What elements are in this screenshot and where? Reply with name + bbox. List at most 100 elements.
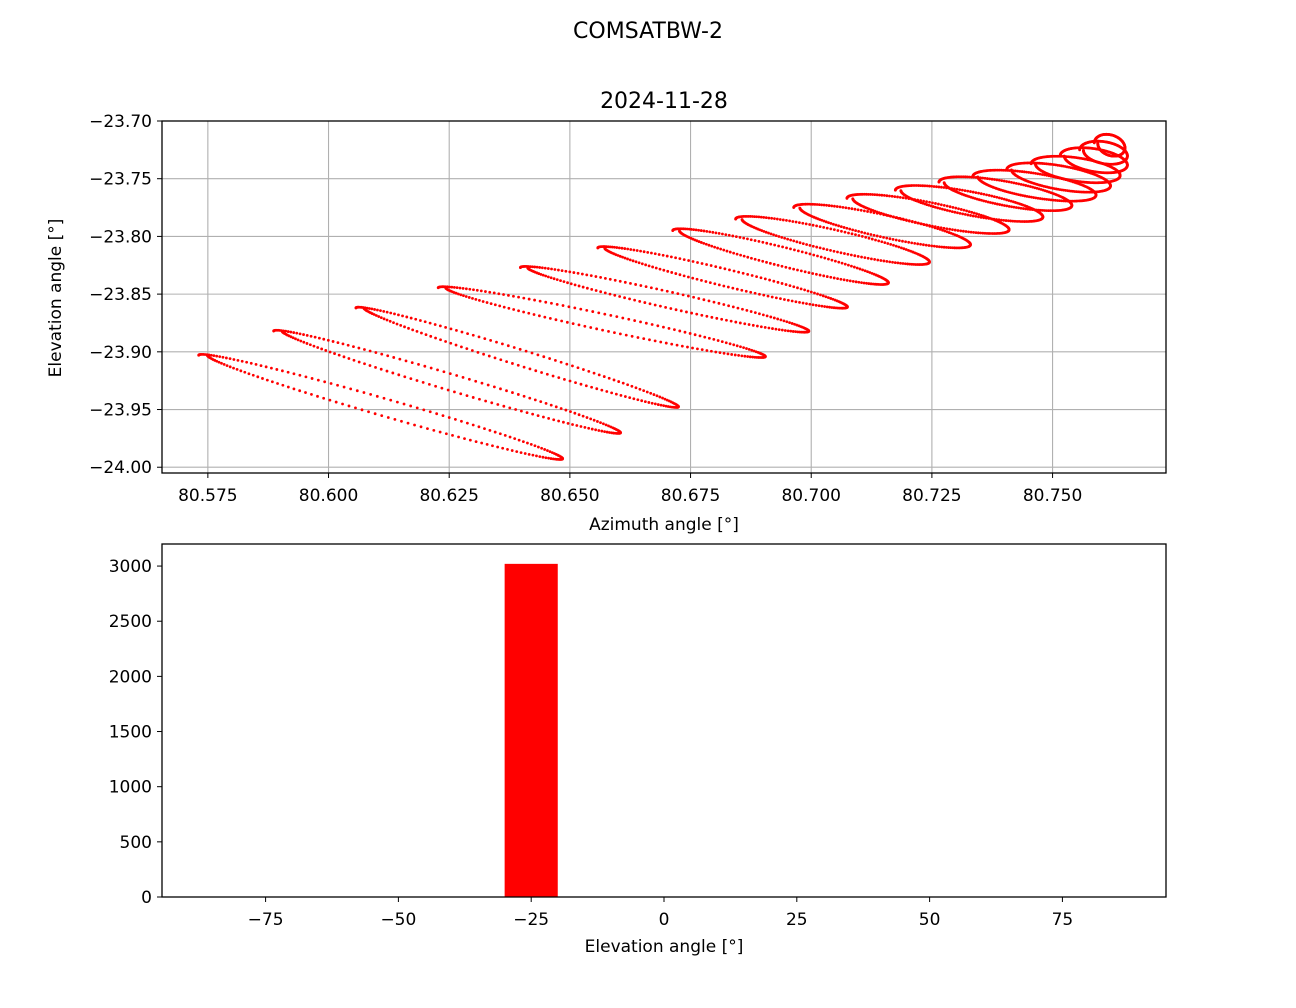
scatter-point (791, 220, 795, 223)
scatter-point (1005, 204, 1009, 208)
scatter-point (768, 278, 772, 282)
scatter-point (626, 247, 630, 251)
scatter-point (623, 296, 626, 300)
scatter-point (276, 382, 279, 385)
scatter-point (423, 320, 427, 324)
scatter-point (1038, 197, 1042, 200)
scatter-point (1038, 172, 1042, 176)
scatter-point (608, 292, 612, 296)
scatter-point (836, 250, 839, 254)
scatter-point (814, 303, 818, 307)
scatter-point (468, 438, 472, 442)
scatter-point (759, 215, 763, 219)
scatter-point (1007, 204, 1011, 208)
scatter-point (930, 224, 934, 228)
scatter-point (1020, 170, 1024, 173)
scatter-point (764, 216, 768, 220)
scatter-point (753, 215, 756, 219)
scatter-point (575, 424, 579, 427)
scatter-point (455, 329, 458, 332)
scatter-point (548, 317, 552, 320)
scatter-point (544, 456, 548, 460)
scatter-point (623, 256, 627, 260)
scatter-point (825, 305, 829, 309)
scatter-point (695, 312, 699, 316)
scatter-point (555, 303, 559, 306)
scatter-point (658, 395, 662, 399)
scatter-point (746, 237, 749, 241)
scatter-point (849, 253, 853, 257)
scatter-point (942, 203, 946, 207)
scatter-point (1035, 186, 1039, 190)
scatter-point (856, 208, 860, 212)
scatter-point (922, 243, 925, 247)
scatter-point (1000, 197, 1004, 200)
scatter-point (590, 427, 594, 431)
scatter-point (702, 241, 706, 245)
scatter-point (669, 255, 673, 259)
scatter-point (489, 338, 493, 342)
scatter-point (707, 243, 711, 247)
scatter-point (467, 296, 471, 299)
scatter-point (740, 218, 744, 221)
scatter-point (934, 202, 937, 205)
scatter-point (773, 217, 776, 221)
scatter-point (574, 381, 577, 385)
scatter-point (508, 435, 512, 439)
scatter-point (885, 260, 889, 263)
scatter-point (577, 284, 581, 288)
scatter-point (883, 241, 887, 245)
scatter-point (1055, 199, 1059, 202)
scatter-point (535, 265, 539, 269)
scatter-point (355, 389, 359, 393)
scatter-point (365, 306, 369, 310)
scatter-point (703, 335, 707, 339)
scatter-point (460, 345, 463, 349)
scatter-point (261, 377, 264, 380)
scatter-point (560, 319, 564, 323)
scatter-point (526, 266, 530, 270)
scatter-point (596, 420, 599, 423)
scatter-point (842, 278, 846, 282)
scatter-point (380, 352, 384, 356)
scatter-point (302, 333, 305, 336)
scatter-point (1002, 179, 1006, 183)
scatter-point (953, 210, 957, 214)
scatter-point (496, 445, 500, 449)
scatter-point (699, 241, 703, 244)
scatter-point (256, 375, 260, 379)
scatter-point (775, 217, 779, 221)
scatter-point (517, 309, 520, 313)
scatter-point (309, 334, 313, 338)
scatter-subplot: 2024-11-28 80.575 80.600 80.625 80.650 80.67… (46, 89, 1167, 535)
scatter-point (823, 305, 827, 308)
scatter-point (453, 390, 456, 394)
scatter-point (328, 398, 332, 402)
scatter-point (877, 239, 881, 243)
scatter-point (599, 276, 602, 279)
scatter-point (679, 309, 683, 313)
scatter-point (632, 397, 636, 401)
scatter-point (845, 226, 849, 230)
scatter-point (329, 382, 333, 385)
scatter-point (825, 226, 829, 230)
scatter-point (661, 253, 665, 257)
scatter-point (796, 249, 800, 253)
scatter-point (449, 341, 453, 345)
scatter-point (573, 411, 577, 415)
scatter-point (647, 401, 651, 404)
scatter-point (968, 175, 972, 179)
scatter-point (427, 382, 431, 386)
scatter-point (629, 248, 633, 251)
scatter-point (788, 321, 791, 325)
scatter-point (717, 232, 721, 235)
scatter-point (855, 266, 859, 270)
scatter-point (745, 347, 748, 350)
scatter-point (655, 394, 659, 398)
scatter-point (971, 214, 975, 218)
scatter-point (507, 306, 511, 310)
scatter-point (741, 307, 744, 311)
scatter-point (573, 306, 577, 310)
scatter-point (549, 457, 553, 460)
scatter-point (627, 317, 631, 321)
